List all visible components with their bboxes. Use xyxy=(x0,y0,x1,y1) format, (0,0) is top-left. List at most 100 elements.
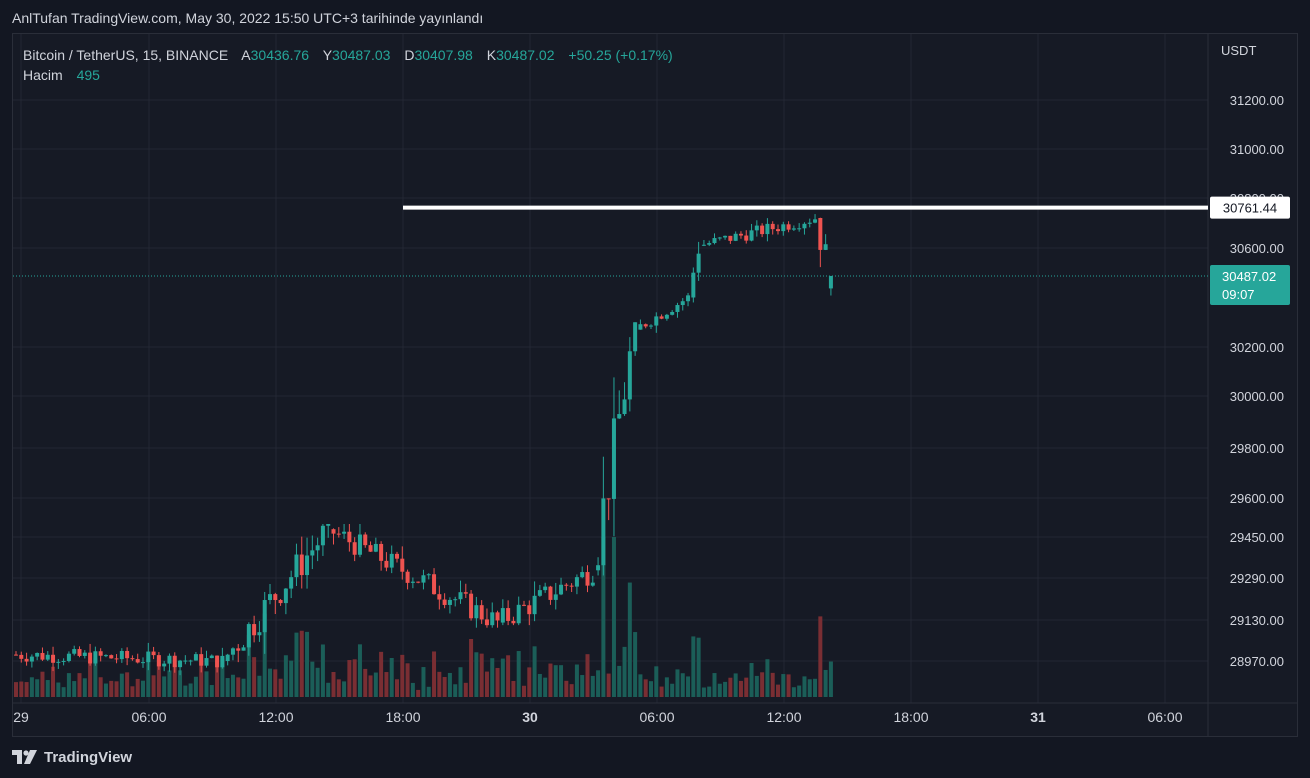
time-tick-label: 30 xyxy=(522,709,538,725)
candle-body xyxy=(209,655,214,659)
high-label: Y xyxy=(322,47,333,63)
candle-body xyxy=(744,235,749,241)
price-tick-label: 31200.00 xyxy=(1230,93,1284,108)
volume-bar xyxy=(659,686,664,697)
volume-bar xyxy=(606,673,611,697)
candle-body xyxy=(537,590,542,596)
volume-bar xyxy=(35,679,40,697)
candle-body xyxy=(188,660,193,662)
candle-body xyxy=(294,554,299,578)
volume-bar xyxy=(617,665,622,697)
volume-bar xyxy=(204,671,209,697)
candle-body xyxy=(246,624,251,648)
candle-body xyxy=(289,577,294,589)
currency-label: USDT xyxy=(1221,43,1256,58)
grid xyxy=(13,34,1297,737)
candle-body xyxy=(103,655,108,657)
volume-bar xyxy=(527,667,532,697)
candle-body xyxy=(326,524,331,526)
volume-bar xyxy=(469,639,474,697)
candle-body xyxy=(670,311,675,315)
open-label: A xyxy=(241,47,251,63)
volume-bar xyxy=(474,652,479,697)
candle-body xyxy=(828,275,833,289)
volume-bar xyxy=(114,681,119,697)
volume-bar xyxy=(225,678,230,697)
candle-body xyxy=(262,600,267,633)
candle-body xyxy=(506,608,511,621)
volume-bar xyxy=(368,675,373,697)
volume-bar xyxy=(135,678,140,697)
volume-bar xyxy=(109,680,114,697)
candle-body xyxy=(543,586,548,591)
volume-bar xyxy=(643,679,648,697)
volume-bar xyxy=(389,657,394,697)
candle-body xyxy=(72,649,77,654)
tradingview-logo[interactable]: TradingView xyxy=(12,746,132,768)
ohlc-row: Bitcoin / TetherUS, 15, BINANCE A30436.7… xyxy=(23,45,673,65)
volume-bar xyxy=(738,680,743,697)
volume-bar xyxy=(193,676,198,697)
volume-bar xyxy=(601,537,606,697)
candle-body xyxy=(283,588,288,604)
volume-bar xyxy=(77,673,82,697)
volume-bar xyxy=(236,677,241,697)
candle-body xyxy=(379,543,384,561)
candle-body xyxy=(659,316,664,319)
volume-bar xyxy=(776,684,780,697)
candle-body xyxy=(193,654,198,661)
volume-bar xyxy=(707,686,712,697)
candle-body xyxy=(463,592,468,594)
volume-bar xyxy=(516,651,521,697)
symbol-label[interactable]: Bitcoin / TetherUS, 15, BINANCE xyxy=(23,47,229,63)
time-tick-label: 06:00 xyxy=(1147,709,1182,725)
candle-body xyxy=(442,599,447,605)
publication-caption: AnlTufan TradingView.com, May 30, 2022 1… xyxy=(12,10,484,26)
volume-bar xyxy=(289,660,294,697)
candle-body xyxy=(135,659,140,663)
time-tick-label: 29 xyxy=(13,709,29,725)
volume-bar xyxy=(654,666,659,697)
volume-bar xyxy=(680,673,685,697)
candle-body xyxy=(336,533,341,535)
time-axis: 29 06:00 12:00 18:00 30 06:00 12:00 18:00 31 06:0… xyxy=(13,709,1183,725)
candle-body xyxy=(278,600,283,604)
volume-bar xyxy=(580,675,585,697)
candle-body xyxy=(696,253,701,273)
candle-body xyxy=(633,322,638,352)
volume-label[interactable]: Hacim xyxy=(23,67,63,83)
price-tick-label: 28970.00 xyxy=(1230,654,1284,669)
candle-body xyxy=(119,650,124,660)
candle-body xyxy=(19,654,24,659)
volume-bar xyxy=(548,663,553,697)
candle-body xyxy=(225,654,230,661)
candle-body xyxy=(617,414,622,419)
volume-bar xyxy=(220,658,225,697)
candle-body xyxy=(310,550,315,556)
candle-body xyxy=(574,577,579,587)
candle-body xyxy=(654,316,659,326)
candle-body xyxy=(268,594,272,601)
volume-bar xyxy=(638,674,643,697)
time-tick-label: 18:00 xyxy=(893,709,928,725)
candle-body xyxy=(649,325,653,327)
candle-body xyxy=(416,581,421,583)
volume-bar xyxy=(130,686,135,697)
bar-countdown-text: 09:07 xyxy=(1222,287,1255,302)
candle-body xyxy=(230,648,235,655)
volume-bar xyxy=(299,630,304,697)
volume-bar xyxy=(781,674,786,697)
candle-body xyxy=(29,656,34,662)
candle-body xyxy=(400,558,405,572)
candle-body xyxy=(315,545,320,551)
volume-bar xyxy=(543,677,548,697)
candle-body xyxy=(389,553,394,568)
candle-body xyxy=(66,653,71,661)
volume-bar xyxy=(432,651,437,697)
candle-body xyxy=(728,235,733,241)
high-value: 30487.03 xyxy=(332,47,391,63)
candle-body xyxy=(585,572,590,586)
candle-body xyxy=(453,599,458,601)
volume-bar xyxy=(807,679,812,697)
